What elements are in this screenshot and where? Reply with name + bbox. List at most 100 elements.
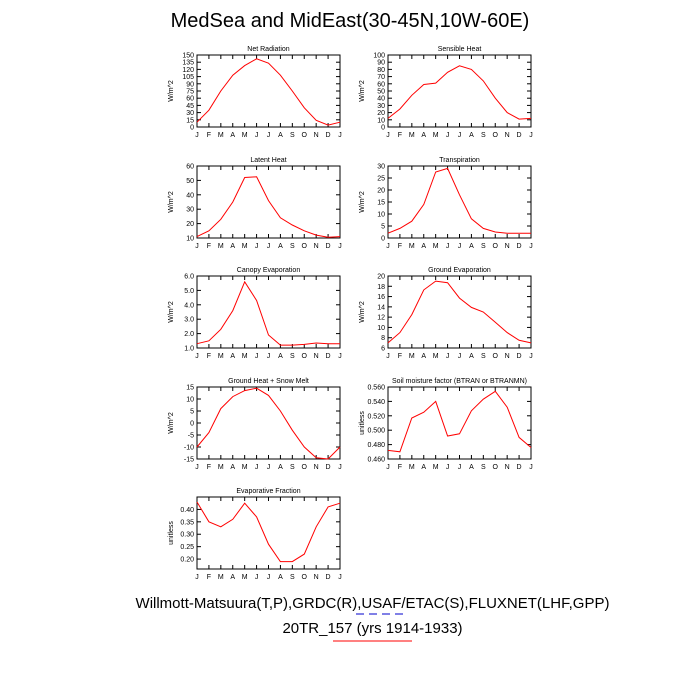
panel-7-xtick-label: D [326, 464, 331, 471]
panel-8-ytick-label: 0.480 [367, 442, 385, 449]
panel-6-xtick-label: D [517, 353, 522, 360]
panel-6-xtick-label: S [481, 353, 486, 360]
panel-9-xtick-label: N [314, 574, 319, 581]
panel-4-xtick-label: A [469, 243, 474, 250]
panel-6-xtick-label: N [505, 353, 510, 360]
panel-3-xtick-label: J [255, 243, 259, 250]
panel-2-xtick-label: S [481, 132, 486, 139]
panel-5-xtick-label: J [255, 353, 259, 360]
panel-6-xtick-label: M [409, 353, 415, 360]
panel-3-ylabel: W/m^2 [168, 191, 175, 213]
panel-7-xtick-label: J [195, 464, 199, 471]
panel-7-ytick-label: -10 [184, 445, 194, 452]
panel-6-title: Ground Evaporation [428, 267, 491, 274]
panel-8-ytick-label: 0.560 [367, 385, 385, 392]
panel-4-ytick-label: 30 [377, 164, 385, 171]
panel-4-ytick-label: 10 [377, 212, 385, 219]
panel-7-xtick-label: A [230, 464, 235, 471]
panel-2-ytick-label: 70 [377, 74, 385, 81]
panel-1-ytick-label: 60 [186, 96, 194, 103]
panel-5-xtick-label: N [314, 353, 319, 360]
panel-5-xtick-label: M [218, 353, 224, 360]
panel-1-ytick-label: 0 [190, 125, 194, 132]
panel-5-ytick-label: 4.0 [184, 302, 194, 309]
panel-7-xtick-label: N [314, 464, 319, 471]
panel-8-xtick-label: O [493, 464, 499, 471]
panel-8-xtick-label: N [505, 464, 510, 471]
panel-7-ytick-label: 15 [186, 385, 194, 392]
panel-2-ytick-label: 0 [381, 125, 385, 132]
panel-7-ytick-label: 0 [190, 421, 194, 428]
panel-8-xtick-label: M [409, 464, 415, 471]
panel-1-xtick-label: J [338, 132, 342, 139]
panel-9-frame [196, 496, 341, 570]
panel-2-xtick-label: M [433, 132, 439, 139]
panel-9-ytick-label: 0.40 [180, 507, 194, 514]
panel-6-series-line [387, 280, 532, 344]
panel-9-ytick-label: 0.35 [180, 519, 194, 526]
panel-1-xtick-label: A [230, 132, 235, 139]
panel-4-xtick-label: J [386, 243, 390, 250]
panel-1-ytick-label: 45 [186, 103, 194, 110]
panel-4-xtick-label: F [398, 243, 402, 250]
panel-5-xtick-label: J [338, 353, 342, 360]
panel-5-xtick-label: F [207, 353, 211, 360]
panel-4-xtick-label: O [493, 243, 499, 250]
panel-6-ytick-label: 12 [377, 315, 385, 322]
panel-6-ytick-label: 14 [377, 304, 385, 311]
panel-3-xtick-label: M [242, 243, 248, 250]
panel-8-xtick-label: D [517, 464, 522, 471]
panel-2-ytick-label: 90 [377, 60, 385, 67]
panel-9-xtick-label: J [195, 574, 199, 581]
panel-5-xtick-label: J [267, 353, 271, 360]
panel-8-xtick-label: J [386, 464, 390, 471]
panel-7-xtick-label: A [278, 464, 283, 471]
panel-5-xtick-label: D [326, 353, 331, 360]
panel-7-xtick-label: F [207, 464, 211, 471]
panel-3-xtick-label: D [326, 243, 331, 250]
panel-9-xtick-label: S [290, 574, 295, 581]
panel-8-xtick-label: J [529, 464, 533, 471]
panel-1-frame [196, 54, 341, 128]
figure-title: MedSea and MidEast(30-45N,10W-60E) [170, 10, 530, 32]
panel-3-ytick-label: 30 [186, 207, 194, 214]
panel-7-frame [196, 386, 341, 460]
panel-3-ytick-label: 60 [186, 164, 194, 171]
panel-5-frame [196, 275, 341, 349]
panel-6-xtick-label: A [469, 353, 474, 360]
panel-4-ytick-label: 20 [377, 188, 385, 195]
panel-5-ytick-label: 6.0 [184, 274, 194, 281]
panel-4-ytick-label: 0 [381, 236, 385, 243]
panel-3-xtick-label: F [207, 243, 211, 250]
panel-7-xtick-label: J [338, 464, 342, 471]
panel-5-ytick-label: 1.0 [184, 346, 194, 353]
panel-6-xtick-label: O [493, 353, 499, 360]
panel-2-ytick-label: 30 [377, 103, 385, 110]
panel-7-ytick-label: 5 [190, 409, 194, 416]
panel-7-xtick-label: J [267, 464, 271, 471]
panel-7-title: Ground Heat + Snow Melt [228, 378, 309, 385]
panel-6-ytick-label: 6 [381, 346, 385, 353]
panel-2-xtick-label: J [386, 132, 390, 139]
panel-4-frame [387, 165, 532, 239]
panel-5-xtick-label: J [195, 353, 199, 360]
panel-3-xtick-label: A [278, 243, 283, 250]
panel-3-xtick-label: S [290, 243, 295, 250]
panel-2-ytick-label: 80 [377, 67, 385, 74]
panel-6-xtick-label: J [458, 353, 462, 360]
panel-2-xtick-label: A [421, 132, 426, 139]
panel-4-ylabel: W/m^2 [359, 191, 366, 213]
panel-5-ytick-label: 3.0 [184, 317, 194, 324]
panel-9-title: Evaporative Fraction [236, 488, 300, 495]
panel-3-ytick-label: 50 [186, 178, 194, 185]
panel-7-xtick-label: O [302, 464, 308, 471]
panel-7-xtick-label: M [218, 464, 224, 471]
panel-1-xtick-label: J [195, 132, 199, 139]
panel-8-frame [387, 386, 532, 460]
panel-3-xtick-label: A [230, 243, 235, 250]
panel-3-xtick-label: J [338, 243, 342, 250]
panel-6-ytick-label: 18 [377, 284, 385, 291]
panel-7-ytick-label: 10 [186, 397, 194, 404]
panel-1-ytick-label: 150 [182, 53, 194, 60]
panel-1-xtick-label: N [314, 132, 319, 139]
